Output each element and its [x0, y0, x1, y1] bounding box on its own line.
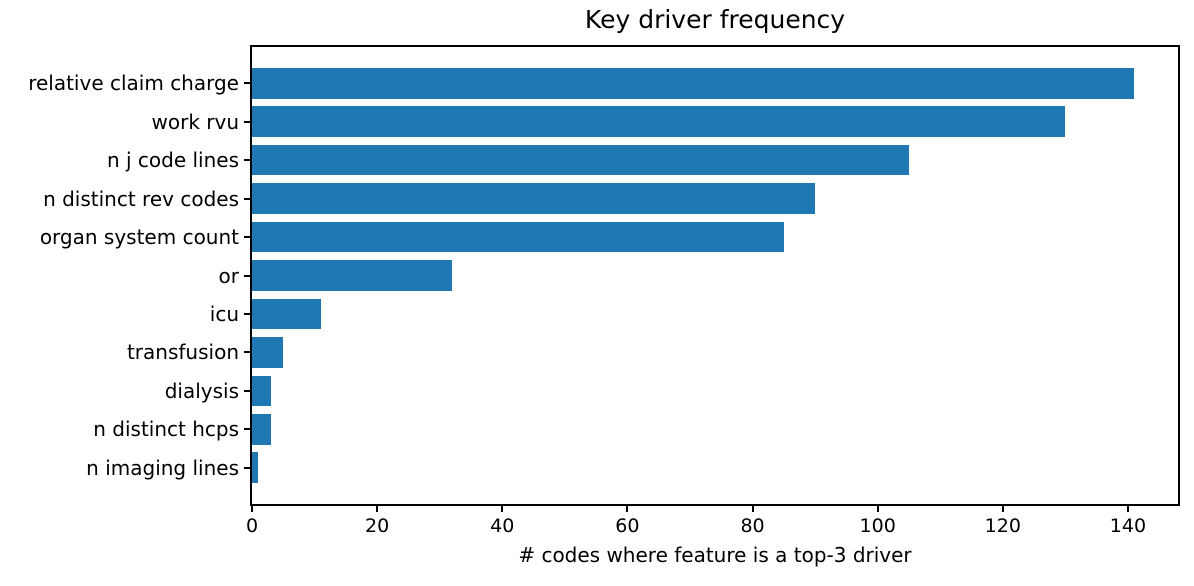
x-tick-mark	[751, 506, 754, 512]
bar-icu	[252, 298, 321, 330]
y-tick-label: dialysis	[164, 378, 239, 403]
y-tick-label: relative claim charge	[28, 71, 239, 96]
bar-relative-claim-charge	[252, 67, 1135, 99]
x-tick-mark	[251, 506, 253, 512]
y-tick-mark	[244, 428, 250, 431]
x-tick-label: 80	[740, 515, 765, 537]
y-tick-label: icu	[209, 301, 239, 326]
x-tick-label: 120	[984, 515, 1021, 537]
y-tick-label: n imaging lines	[86, 455, 239, 480]
y-tick-mark	[244, 82, 250, 85]
bar-or	[252, 260, 453, 291]
bar-n-distinct-rev-codes	[252, 183, 816, 214]
y-tick-label: n j code lines	[106, 148, 239, 173]
x-tick-mark	[376, 506, 379, 512]
y-tick-label: transfusion	[126, 340, 239, 365]
y-tick-mark	[244, 389, 250, 392]
x-tick-label: 60	[615, 515, 640, 537]
bar-work-rvu	[252, 106, 1066, 137]
y-tick-mark	[244, 236, 250, 239]
y-tick-label: organ system count	[39, 225, 239, 250]
y-tick-mark	[244, 466, 250, 469]
y-tick-label: n distinct hcps	[93, 417, 239, 442]
x-tick-mark	[501, 506, 504, 512]
x-tick-mark	[626, 506, 629, 512]
x-tick-mark	[876, 506, 879, 512]
x-tick-mark	[1126, 506, 1129, 512]
y-tick-label: n distinct rev codes	[43, 186, 239, 211]
x-tick-label: 20	[365, 515, 390, 537]
bar-n-j-code-lines	[252, 144, 909, 176]
y-tick-mark	[244, 351, 250, 354]
bar-dialysis	[252, 375, 271, 407]
x-tick-label: 40	[490, 515, 515, 537]
chart-title: Key driver frequency	[584, 5, 846, 34]
x-tick-label: 0	[245, 515, 259, 537]
y-tick-mark	[244, 120, 250, 123]
y-tick-mark	[244, 312, 250, 315]
plot-area	[250, 45, 1180, 506]
y-tick-mark	[244, 159, 250, 162]
y-tick-label: or	[218, 263, 239, 288]
y-tick-mark	[244, 197, 250, 200]
bar-n-distinct-hcps	[252, 413, 271, 445]
x-tick-label: 100	[859, 515, 896, 537]
bar-organ-system-count	[252, 221, 784, 253]
x-tick-label: 140	[1109, 515, 1147, 537]
bar-n-imaging-lines	[252, 452, 259, 484]
x-axis-label: # codes where feature is a top-3 driver	[518, 543, 912, 567]
x-tick-mark	[1001, 506, 1004, 512]
y-tick-label: work rvu	[151, 109, 240, 134]
bar-transfusion	[252, 337, 284, 368]
y-tick-mark	[244, 274, 250, 277]
